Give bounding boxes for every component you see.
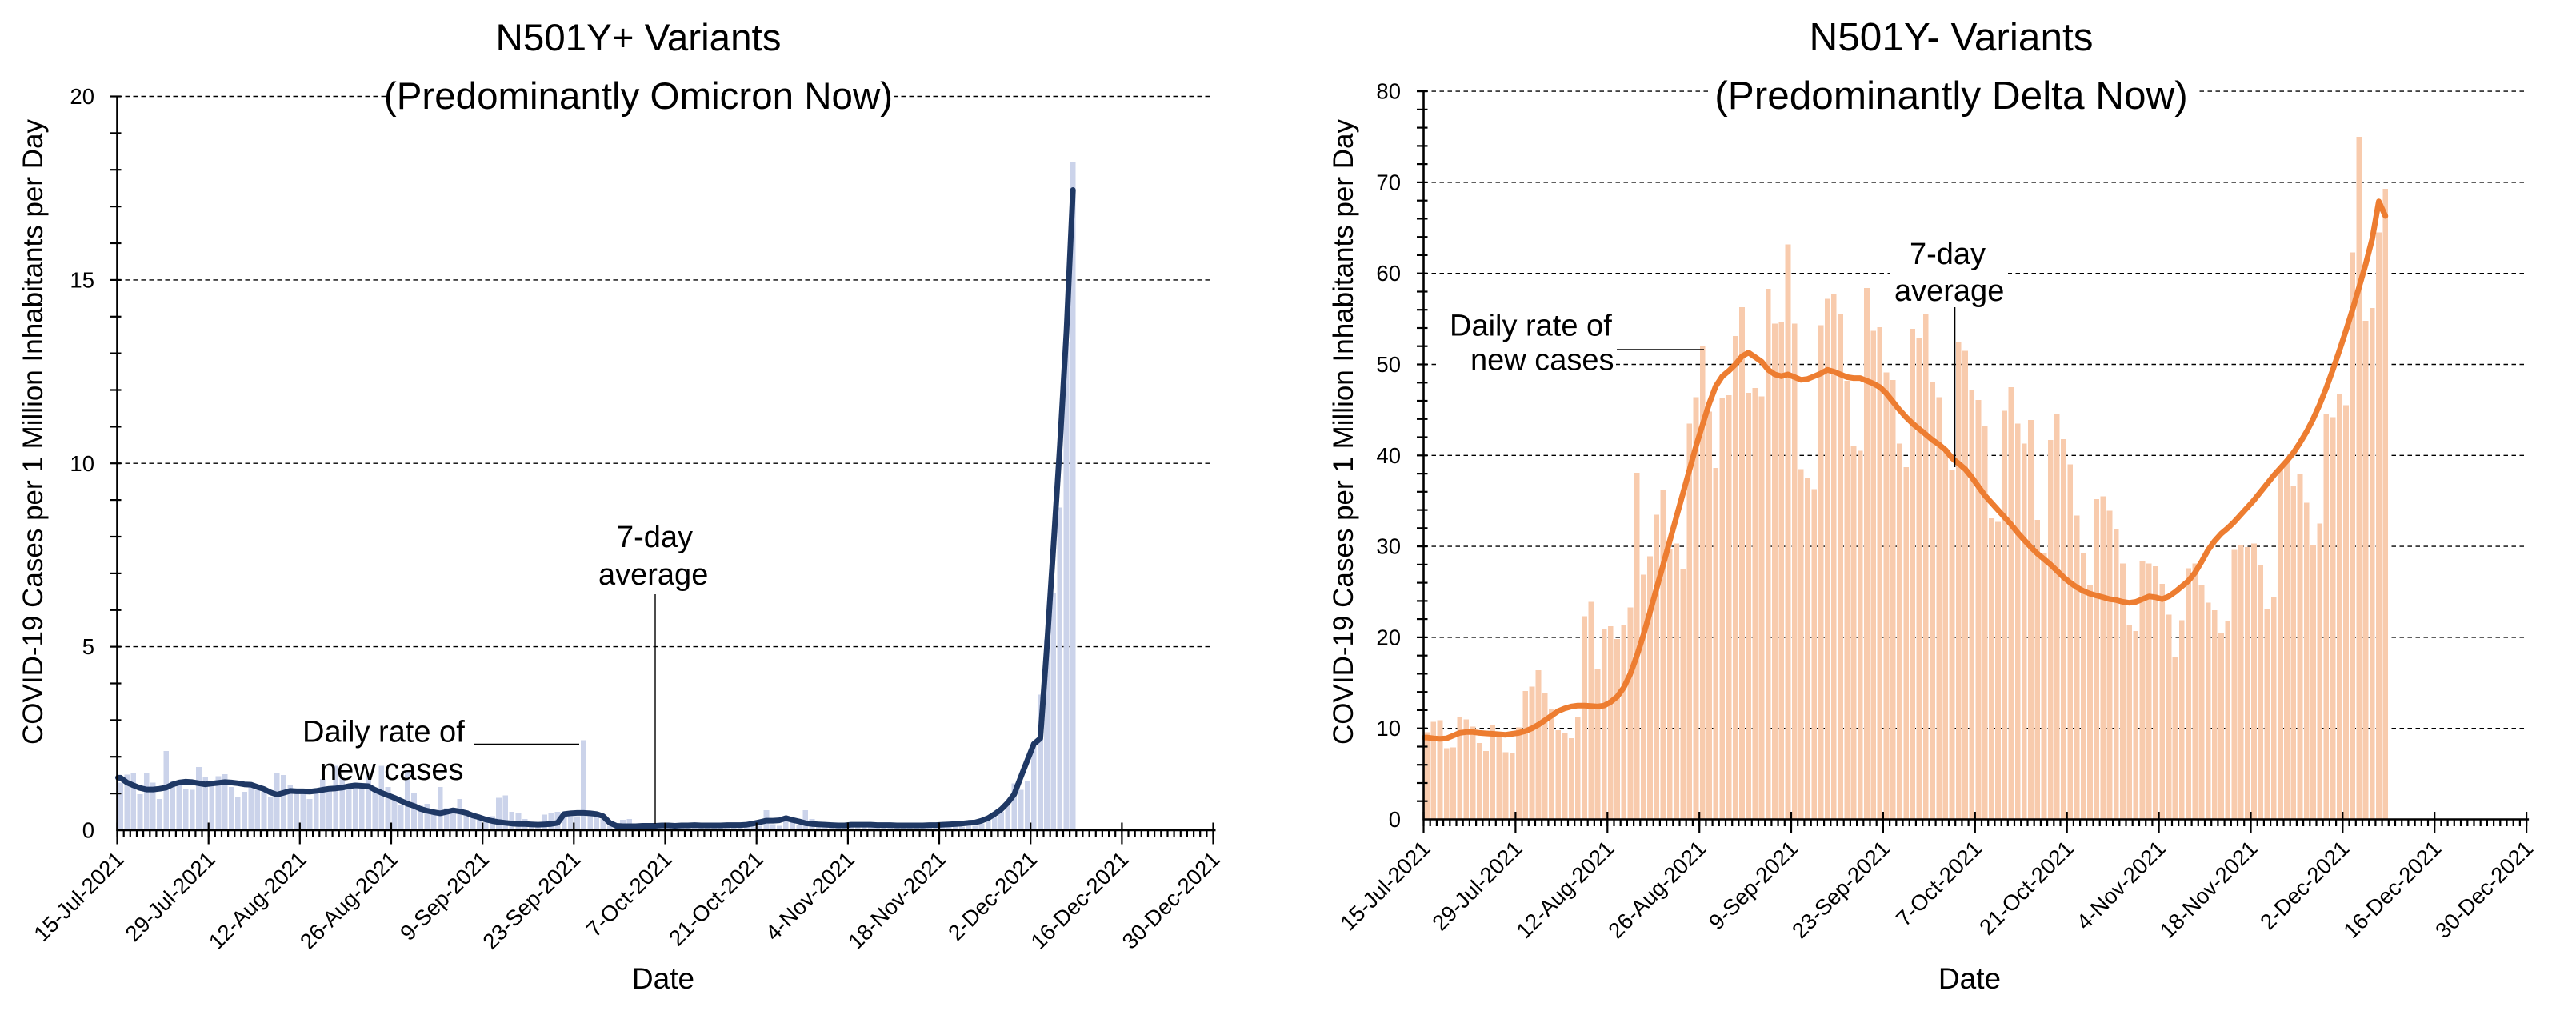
svg-text:Daily rate of: Daily rate of [302, 716, 465, 749]
svg-text:(Predominantly Delta Now): (Predominantly Delta Now) [1714, 74, 2187, 118]
svg-text:Date: Date [632, 962, 694, 995]
svg-text:COVID-19 Cases per 1 Million I: COVID-19 Cases per 1 Million Inhabitants… [18, 118, 49, 745]
svg-text:N501Y+ Variants: N501Y+ Variants [496, 17, 782, 59]
svg-text:20: 20 [1376, 625, 1401, 649]
svg-text:70: 70 [1376, 170, 1401, 194]
svg-text:10: 10 [1376, 716, 1401, 741]
svg-text:0: 0 [82, 818, 94, 843]
svg-text:average: average [598, 558, 708, 592]
svg-text:7-day: 7-day [617, 521, 693, 554]
svg-text:Daily rate of: Daily rate of [1450, 310, 1612, 343]
svg-text:COVID-19 Cases per 1 Million I: COVID-19 Cases per 1 Million Inhabitants… [1328, 118, 1359, 745]
svg-text:30: 30 [1376, 534, 1401, 559]
svg-text:Date: Date [1938, 962, 2001, 995]
svg-text:0: 0 [1389, 807, 1401, 832]
svg-text:40: 40 [1376, 443, 1401, 468]
svg-text:15: 15 [70, 267, 94, 292]
svg-text:new cases: new cases [1470, 344, 1614, 378]
svg-text:average: average [1894, 274, 2004, 308]
svg-text:new cases: new cases [320, 753, 464, 787]
svg-text:(Predominantly Omicron Now): (Predominantly Omicron Now) [384, 75, 893, 118]
svg-text:80: 80 [1376, 79, 1401, 104]
svg-text:60: 60 [1376, 261, 1401, 286]
svg-text:N501Y- Variants: N501Y- Variants [1810, 15, 2094, 59]
svg-text:50: 50 [1376, 352, 1401, 377]
svg-text:5: 5 [82, 634, 94, 659]
svg-text:10: 10 [70, 451, 94, 476]
svg-text:20: 20 [70, 84, 94, 109]
svg-text:7-day: 7-day [1910, 238, 1986, 271]
